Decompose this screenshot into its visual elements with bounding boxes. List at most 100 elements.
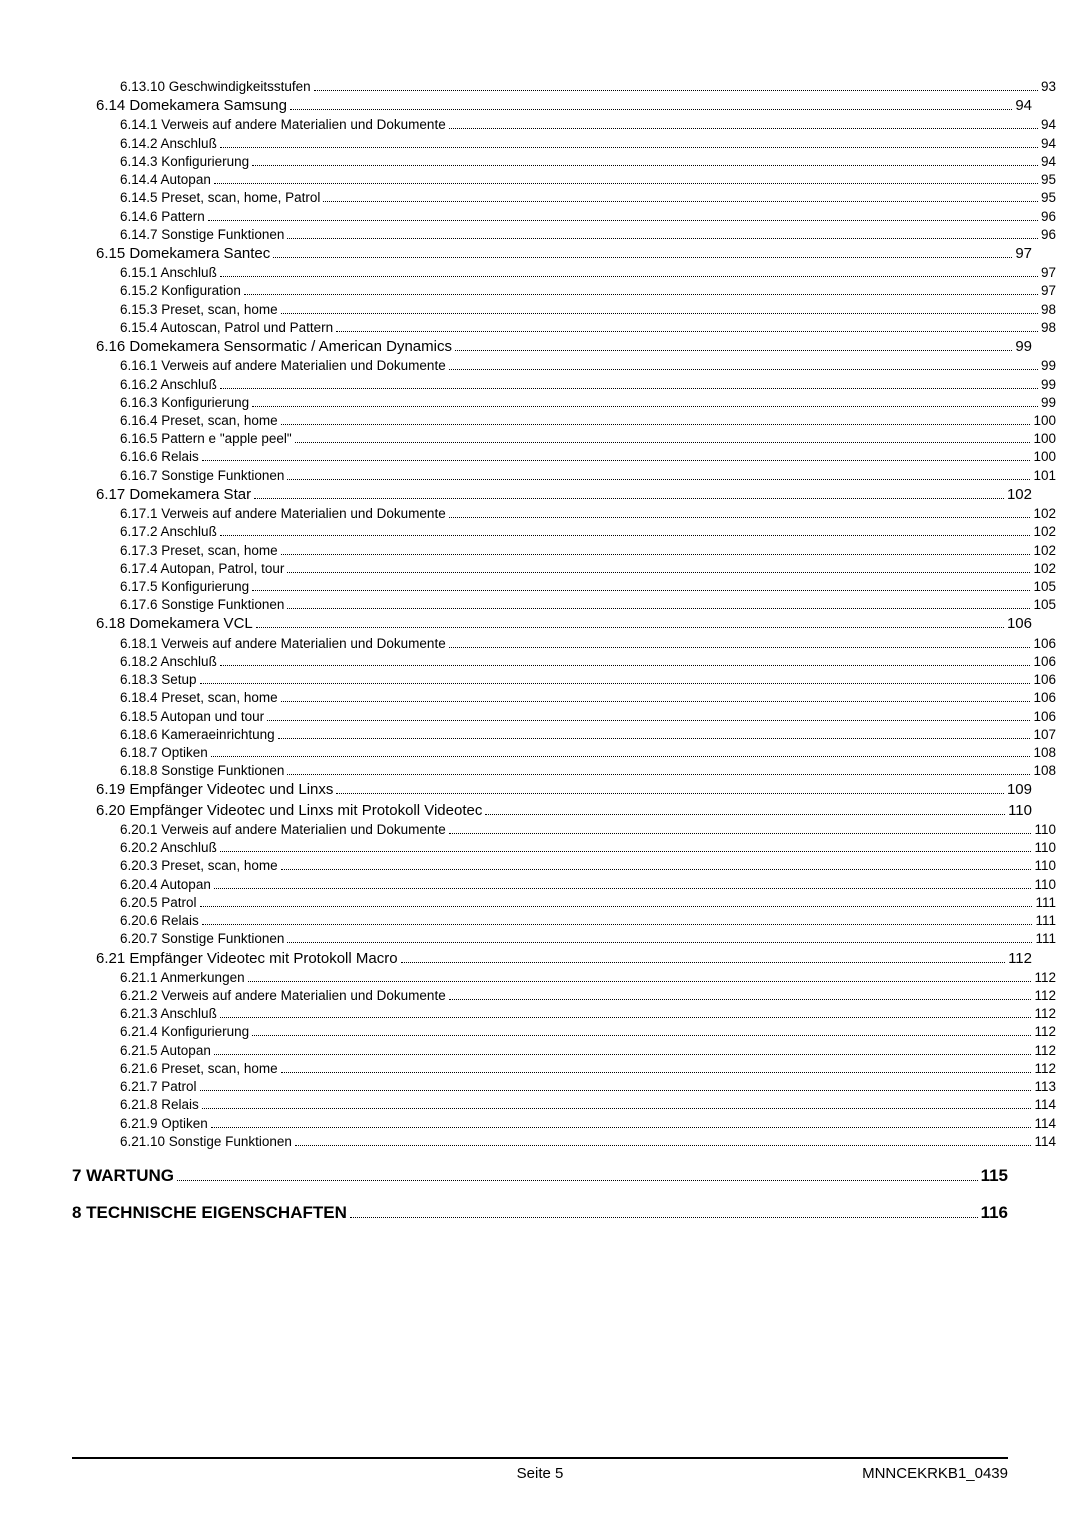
toc-page: 114 <box>1034 1133 1056 1151</box>
toc-entry: 6.13.10 Geschwindigkeitsstufen93 <box>120 78 1056 96</box>
toc-entry: 6.14.2 Anschluß 94 <box>120 135 1056 153</box>
toc-entry: 6.14.4 Autopan95 <box>120 171 1056 189</box>
toc-label: 6.21.8 Relais <box>120 1096 199 1114</box>
toc-leader-dots <box>202 1099 1032 1109</box>
toc-entry: 6.17 Domekamera Star 102 <box>96 485 1032 505</box>
toc-leader-dots <box>449 119 1038 129</box>
toc-label: 6.17 Domekamera Star <box>96 485 251 505</box>
toc-leader-dots <box>220 656 1031 666</box>
toc-label: 6.16.6 Relais <box>120 448 199 466</box>
toc-page: 97 <box>1015 244 1032 264</box>
toc-entry: 6.18.3 Setup 106 <box>120 671 1056 689</box>
toc-leader-dots <box>273 247 1012 258</box>
toc-entry: 6.18.4 Preset, scan, home106 <box>120 689 1056 707</box>
toc-page: 97 <box>1041 282 1056 300</box>
toc-label: 6.15.1 Anschluß <box>120 264 217 282</box>
toc-page: 110 <box>1034 821 1056 839</box>
toc-label: 6.21.3 Anschluß <box>120 1005 217 1023</box>
toc-label: 6.15.3 Preset, scan, home <box>120 301 278 319</box>
toc-label: 6.14.2 Anschluß <box>120 135 217 153</box>
toc-leader-dots <box>220 267 1038 277</box>
toc-label: 6.16.5 Pattern e "apple peel" <box>120 430 292 448</box>
toc-leader-dots <box>281 860 1032 870</box>
toc-label: 6.14 Domekamera Samsung <box>96 96 287 116</box>
toc-page: 100 <box>1033 412 1056 430</box>
toc-page: 96 <box>1041 226 1056 244</box>
toc-label: 6.21.1 Anmerkungen <box>120 969 245 987</box>
toc-label: 6.18.3 Setup <box>120 671 197 689</box>
toc-entry: 6.17.2 Anschluß102 <box>120 523 1056 541</box>
toc-entry: 6.14.7 Sonstige Funktionen96 <box>120 226 1056 244</box>
toc-page: 115 <box>981 1165 1008 1188</box>
toc-label: 6.21.10 Sonstige Funktionen <box>120 1133 292 1151</box>
toc-entry: 6.17.6 Sonstige Funktionen105 <box>120 596 1056 614</box>
toc-entry: 6.16.4 Preset, scan, home100 <box>120 412 1056 430</box>
toc-entry: 6.14 Domekamera Samsung94 <box>96 96 1032 116</box>
toc-page: 112 <box>1034 1005 1056 1023</box>
toc-label: 6.18.2 Anschluß <box>120 653 217 671</box>
toc-leader-dots <box>177 1168 978 1181</box>
toc-leader-dots <box>295 433 1031 443</box>
toc-leader-dots <box>287 765 1030 775</box>
toc-leader-dots <box>449 824 1032 834</box>
toc-page: 114 <box>1034 1115 1056 1133</box>
toc-label: 6.21.4 Konfigurierung <box>120 1023 249 1041</box>
toc-entry: 6.20.1 Verweis auf andere Materialien un… <box>120 821 1056 839</box>
toc-leader-dots <box>287 563 1030 573</box>
toc-leader-dots <box>281 1063 1032 1073</box>
toc-leader-dots <box>449 990 1032 1000</box>
toc-page: 108 <box>1033 762 1056 780</box>
toc-leader-dots <box>202 915 1033 925</box>
toc-entry: 6.15.3 Preset, scan, home 98 <box>120 301 1056 319</box>
toc-leader-dots <box>252 156 1038 166</box>
toc-leader-dots <box>449 638 1031 648</box>
toc-page: 100 <box>1033 448 1056 466</box>
toc-page: 102 <box>1033 542 1056 560</box>
toc-leader-dots <box>248 972 1032 982</box>
toc-entry: 6.20.3 Preset, scan, home110 <box>120 857 1056 875</box>
toc-page: 105 <box>1033 596 1056 614</box>
toc-entry: 6.17.5 Konfigurierung105 <box>120 578 1056 596</box>
toc-page: 102 <box>1007 485 1032 505</box>
toc-label: 6.16.3 Konfigurierung <box>120 394 249 412</box>
toc-page: 97 <box>1041 264 1056 282</box>
toc-leader-dots <box>295 1136 1032 1146</box>
toc-label: 6.14.1 Verweis auf andere Materialien un… <box>120 116 446 134</box>
toc-page: 99 <box>1015 337 1032 357</box>
toc-page: 112 <box>1008 949 1032 969</box>
toc-entry: 6.16.3 Konfigurierung99 <box>120 394 1056 412</box>
toc-page: 94 <box>1041 135 1056 153</box>
toc-page: 96 <box>1041 208 1056 226</box>
toc-leader-dots <box>256 617 1004 628</box>
toc-entry: 6.14.1 Verweis auf andere Materialien un… <box>120 116 1056 134</box>
toc-page: 106 <box>1033 708 1056 726</box>
toc-label: 6.17.4 Autopan, Patrol, tour <box>120 560 284 578</box>
toc-entry: 6.18.1 Verweis auf andere Materialien un… <box>120 635 1056 653</box>
toc-leader-dots <box>287 229 1038 239</box>
toc-label: 6.14.5 Preset, scan, home, Patrol <box>120 189 320 207</box>
toc-entry: 6.15.1 Anschluß 97 <box>120 264 1056 282</box>
toc-label: 6.21.7 Patrol <box>120 1078 197 1096</box>
toc-leader-dots <box>220 842 1032 852</box>
toc-entry: 6.21.6 Preset, scan, home112 <box>120 1060 1056 1078</box>
toc-leader-dots <box>449 508 1031 518</box>
toc-label: 6.15 Domekamera Santec <box>96 244 270 264</box>
toc-page: 110 <box>1034 857 1056 875</box>
toc-entry: 6.16.2 Anschluß99 <box>120 376 1056 394</box>
toc-page: 111 <box>1035 894 1056 912</box>
toc-page: 112 <box>1034 1060 1056 1078</box>
toc-page: 106 <box>1033 653 1056 671</box>
toc-page: 102 <box>1033 560 1056 578</box>
toc-gap <box>72 1188 1008 1202</box>
toc-entry: 6.21.8 Relais114 <box>120 1096 1056 1114</box>
toc-leader-dots <box>220 138 1038 148</box>
toc-label: 6.14.6 Pattern <box>120 208 205 226</box>
toc-label: 6.14.3 Konfigurierung <box>120 153 249 171</box>
toc-page: 98 <box>1041 301 1056 319</box>
toc-label: 6.20.1 Verweis auf andere Materialien un… <box>120 821 446 839</box>
toc-page: 106 <box>1033 635 1056 653</box>
footer-doc-id: MNNCEKRKB1_0439 <box>862 1465 1008 1482</box>
toc-page: 106 <box>1033 671 1056 689</box>
toc-leader-dots <box>220 526 1031 536</box>
page-footer: Seite 5 MNNCEKRKB1_0439 <box>72 1457 1008 1482</box>
